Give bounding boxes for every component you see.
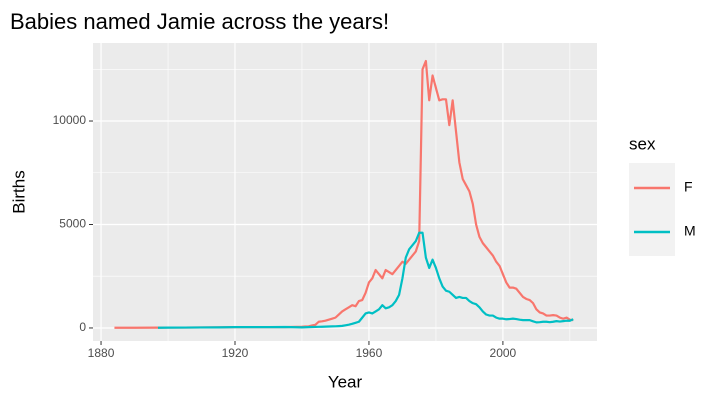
y-tick-label: 0 [79,320,86,334]
legend-title: sex [629,134,656,153]
x-tick-label: 2000 [490,346,517,360]
legend-background [629,163,675,256]
y-tick-label: 10000 [53,113,87,127]
legend: FM [629,163,696,256]
legend-label: F [684,179,693,195]
x-tick-label: 1920 [222,346,249,360]
x-tick-label: 1960 [356,346,383,360]
panel [93,43,597,341]
lines [114,59,574,329]
grid [93,43,597,341]
x-tick-label: 1880 [88,346,115,360]
series-line [157,231,574,329]
legend-label: M [684,223,696,239]
chart-title: Babies named Jamie across the years! [10,9,389,34]
y-tick-label: 5000 [59,217,86,231]
x-axis-label: Year [328,372,363,391]
series-line [114,59,574,329]
y-axis-label: Births [9,170,28,213]
